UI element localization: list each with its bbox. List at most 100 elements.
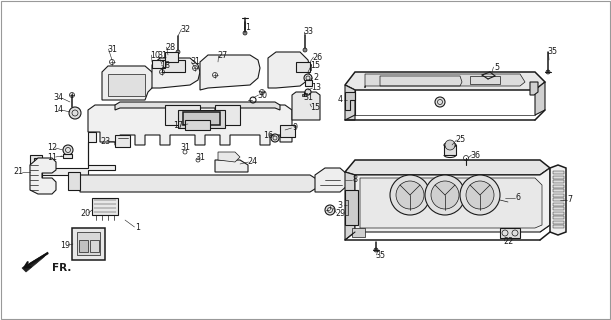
Circle shape <box>305 89 311 95</box>
Text: 13: 13 <box>311 84 321 92</box>
Polygon shape <box>102 66 155 100</box>
Text: 1: 1 <box>246 22 251 31</box>
Text: 4: 4 <box>337 95 343 105</box>
Polygon shape <box>553 189 564 192</box>
Text: 36: 36 <box>470 150 480 159</box>
Text: 14: 14 <box>53 106 63 115</box>
Polygon shape <box>200 55 260 90</box>
Polygon shape <box>268 52 310 88</box>
Text: 9: 9 <box>293 124 298 132</box>
Circle shape <box>243 31 247 35</box>
Text: 31: 31 <box>195 153 205 162</box>
Polygon shape <box>553 194 564 196</box>
Text: 16: 16 <box>263 131 273 140</box>
Text: 21: 21 <box>13 167 23 177</box>
Text: 15: 15 <box>310 60 320 69</box>
Text: 10: 10 <box>150 51 160 60</box>
Polygon shape <box>72 228 105 260</box>
Polygon shape <box>165 105 240 125</box>
Circle shape <box>445 140 455 150</box>
Polygon shape <box>444 145 456 155</box>
Circle shape <box>460 175 500 215</box>
Polygon shape <box>305 80 312 86</box>
Polygon shape <box>63 154 72 158</box>
Polygon shape <box>535 82 545 115</box>
Polygon shape <box>30 158 56 194</box>
Polygon shape <box>553 180 564 183</box>
Polygon shape <box>183 112 220 125</box>
Polygon shape <box>553 220 564 223</box>
Polygon shape <box>292 92 320 120</box>
Polygon shape <box>553 175 564 179</box>
Circle shape <box>63 145 73 155</box>
Text: 33: 33 <box>303 28 313 36</box>
Circle shape <box>374 248 378 252</box>
Polygon shape <box>152 60 165 68</box>
Polygon shape <box>550 165 566 235</box>
Polygon shape <box>34 158 40 177</box>
Circle shape <box>69 107 81 119</box>
Text: 23: 23 <box>100 137 110 146</box>
Polygon shape <box>360 178 542 228</box>
Polygon shape <box>365 74 525 88</box>
Text: 25: 25 <box>455 135 465 145</box>
Polygon shape <box>345 72 545 90</box>
Circle shape <box>390 175 430 215</box>
Polygon shape <box>88 105 292 145</box>
Text: 19: 19 <box>60 241 70 250</box>
Polygon shape <box>115 135 130 147</box>
Polygon shape <box>553 203 564 205</box>
Polygon shape <box>162 60 185 72</box>
Polygon shape <box>68 172 80 190</box>
Polygon shape <box>355 168 550 232</box>
Polygon shape <box>345 200 348 215</box>
Circle shape <box>271 134 279 142</box>
Circle shape <box>325 205 335 215</box>
Text: 35: 35 <box>547 47 557 57</box>
Text: 3: 3 <box>337 201 343 210</box>
Text: 12: 12 <box>47 143 57 153</box>
Text: 28: 28 <box>165 43 175 52</box>
Polygon shape <box>553 171 564 174</box>
Circle shape <box>431 181 459 209</box>
Text: 8: 8 <box>353 175 357 185</box>
Polygon shape <box>30 155 42 180</box>
Polygon shape <box>296 62 310 72</box>
Text: FR.: FR. <box>53 263 71 273</box>
Text: 31: 31 <box>107 44 117 53</box>
Text: 18: 18 <box>160 60 170 69</box>
Circle shape <box>546 70 550 74</box>
Polygon shape <box>345 92 355 110</box>
Polygon shape <box>345 85 355 120</box>
Polygon shape <box>165 52 178 62</box>
Circle shape <box>176 50 180 54</box>
Text: 32: 32 <box>180 25 190 34</box>
Polygon shape <box>152 58 200 88</box>
Text: 22: 22 <box>503 236 513 245</box>
Polygon shape <box>553 216 564 219</box>
Polygon shape <box>553 198 564 201</box>
Polygon shape <box>77 232 100 255</box>
Circle shape <box>425 175 465 215</box>
Text: 6: 6 <box>516 194 521 203</box>
Polygon shape <box>315 168 348 192</box>
Polygon shape <box>185 120 210 130</box>
Polygon shape <box>280 125 295 137</box>
Polygon shape <box>553 185 564 188</box>
Circle shape <box>304 74 312 82</box>
Polygon shape <box>178 110 225 128</box>
Text: 7: 7 <box>568 196 573 204</box>
Polygon shape <box>302 94 306 96</box>
Polygon shape <box>108 74 145 96</box>
Circle shape <box>396 181 424 209</box>
Polygon shape <box>305 64 311 70</box>
Text: 35: 35 <box>375 251 385 260</box>
Polygon shape <box>345 160 550 175</box>
Polygon shape <box>530 82 538 95</box>
Circle shape <box>466 181 494 209</box>
Polygon shape <box>79 240 88 252</box>
Text: 31: 31 <box>190 58 200 67</box>
Polygon shape <box>553 225 564 228</box>
Text: 2: 2 <box>313 74 318 83</box>
Text: 1: 1 <box>136 222 141 231</box>
